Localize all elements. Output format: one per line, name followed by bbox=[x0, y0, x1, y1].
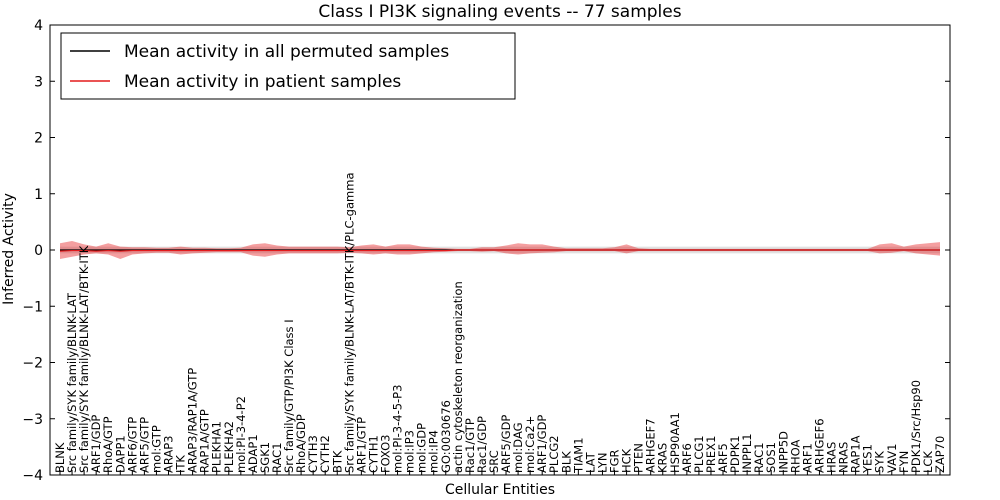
x-tick-label: ARHGEF6 bbox=[812, 418, 826, 473]
x-tick-label: mol:DAG bbox=[511, 422, 525, 473]
line-series-2 bbox=[59, 249, 940, 252]
x-tick-label: Rac1/GTP bbox=[463, 418, 477, 473]
y-tick-label: 0 bbox=[34, 243, 43, 259]
y-tick-label: −4 bbox=[22, 468, 43, 484]
x-tick-label: NRAS bbox=[837, 442, 851, 473]
x-tick-label: HCK bbox=[620, 448, 634, 473]
y-axis-ticks: −4 −3 −2 −1 0 1 2 3 4 bbox=[22, 18, 950, 484]
x-tick-label: Src family/SYK family/BLNK-LAT bbox=[65, 292, 79, 473]
y-tick-label: 3 bbox=[34, 74, 43, 90]
x-tick-label: RHOA bbox=[788, 440, 802, 473]
x-tick-label: BLNK bbox=[53, 442, 67, 473]
x-tick-label: PLCG2 bbox=[547, 435, 561, 473]
x-tick-label: mol:PI-3-4-5-P3 bbox=[391, 385, 405, 473]
x-tick-label: mol:Ca2+ bbox=[523, 416, 537, 473]
x-tick-label: SGK1 bbox=[258, 442, 272, 473]
x-tick-label: ARF6/GTP bbox=[125, 417, 139, 473]
y-tick-label: −2 bbox=[22, 356, 43, 372]
x-tick-label: INPPL1 bbox=[740, 433, 754, 473]
y-axis-label: Inferred Activity bbox=[1, 193, 17, 305]
x-tick-label: LCK bbox=[921, 451, 935, 473]
x-tick-label: PDPK1 bbox=[728, 435, 742, 473]
x-tick-label: ARF5 bbox=[716, 443, 730, 473]
x-tick-label: mol:GDP bbox=[415, 423, 429, 473]
x-tick-label: ARAP3/RAP1A/GTP bbox=[186, 368, 200, 473]
x-tick-label: ARAP3 bbox=[161, 435, 175, 473]
x-tick-label: ARF5/GDP bbox=[499, 415, 513, 473]
x-tick-label: SRC bbox=[487, 450, 501, 473]
x-tick-label: INPP5D bbox=[776, 431, 790, 473]
x-tick-label: PTEN bbox=[632, 443, 646, 473]
x-tick-label: Rac1/GDP bbox=[475, 416, 489, 473]
x-tick-label: FOXO3 bbox=[378, 435, 392, 473]
x-tick-label: RAC1 bbox=[752, 442, 766, 473]
x-tick-label: PDK1/Src/Hsp90 bbox=[909, 380, 923, 473]
legend-label-1: Mean activity in all permuted samples bbox=[124, 42, 449, 62]
y-tick-label: −3 bbox=[22, 412, 43, 428]
legend-box bbox=[60, 32, 516, 100]
x-tick-label: Src family/GTP/PI3K Class I bbox=[282, 319, 296, 473]
x-tick-label: SYK bbox=[873, 451, 887, 473]
chart-title: Class I PI3K signaling events -- 77 samp… bbox=[318, 2, 681, 22]
x-tick-label: CYTH2 bbox=[318, 435, 332, 473]
x-tick-label: FYN bbox=[897, 451, 911, 473]
x-tick-label: RAP1A/GTP bbox=[198, 409, 212, 473]
x-tick-label: RAC1 bbox=[270, 442, 284, 473]
x-tick-label: ADAP1 bbox=[246, 434, 260, 473]
x-tick-label: mol:IP4 bbox=[427, 430, 441, 473]
x-tick-label: Src family/SYK family/BLNK-LAT/BTK-ITK bbox=[77, 245, 91, 473]
x-tick-label: PREX1 bbox=[704, 436, 718, 473]
legend-label-2: Mean activity in patient samples bbox=[124, 72, 401, 92]
x-tick-label: mol:IP3 bbox=[403, 430, 417, 473]
x-tick-label: KRAS bbox=[656, 443, 670, 473]
y-tick-label: 4 bbox=[34, 18, 43, 34]
x-tick-label: mol:PI-3-4-P2 bbox=[234, 396, 248, 473]
series-lines bbox=[59, 249, 940, 252]
x-tick-label: Src family/SYK family/BLNK-LAT/BTK-ITK/P… bbox=[342, 173, 356, 474]
x-tick-label: ARHGEF7 bbox=[644, 418, 658, 473]
x-tick-label: TIAM1 bbox=[571, 437, 585, 474]
x-tick-label: ITK bbox=[174, 455, 188, 473]
x-tick-label: HRAS bbox=[825, 442, 839, 473]
x-tick-label: ARF1/GDP bbox=[89, 415, 103, 473]
x-tick-label: mol:GTP bbox=[149, 425, 163, 473]
plot-frame bbox=[49, 24, 951, 476]
y-tick-label: −1 bbox=[22, 299, 43, 315]
x-tick-label: CYTH3 bbox=[306, 435, 320, 473]
x-tick-label: ARF1/GDP bbox=[535, 415, 549, 473]
x-tick-label: PLEKHA2 bbox=[222, 421, 236, 473]
y-tick-label: 1 bbox=[34, 187, 43, 203]
x-tick-label: HSP90AA1 bbox=[668, 412, 682, 473]
x-tick-label: PLEKHA1 bbox=[210, 421, 224, 473]
x-tick-label: DAPP1 bbox=[113, 435, 127, 473]
x-tick-label: ARF6 bbox=[680, 443, 694, 473]
x-tick-label: CYTH1 bbox=[366, 435, 380, 473]
x-tick-label: SOS1 bbox=[764, 442, 778, 473]
x-tick-label: actin cytoskeleton reorganization bbox=[451, 281, 465, 473]
x-axis-label: Cellular Entities bbox=[445, 482, 555, 498]
x-tick-label: RAP1A bbox=[849, 435, 863, 473]
y-tick-label: 2 bbox=[34, 131, 43, 147]
x-tick-label: LAT bbox=[583, 451, 597, 473]
x-tick-label: BLK bbox=[559, 451, 573, 473]
legend: Mean activity in all permuted samples Mea… bbox=[60, 32, 516, 100]
x-tick-label: ZAP70 bbox=[933, 436, 947, 473]
x-tick-label: GO:0030676 bbox=[439, 400, 453, 473]
x-tick-label: RhoA/GDP bbox=[294, 414, 308, 473]
x-tick-label: VAV1 bbox=[885, 444, 899, 473]
x-tick-label: YES1 bbox=[861, 444, 875, 474]
x-tick-label: BTK bbox=[330, 450, 344, 473]
x-tick-label: ARF1 bbox=[800, 443, 814, 473]
x-tick-label: PLCG1 bbox=[692, 435, 706, 473]
x-tick-label: RhoA/GTP bbox=[101, 416, 115, 473]
x-tick-label: ARF5/GTP bbox=[137, 417, 151, 473]
x-tick-label: LYN bbox=[595, 452, 609, 473]
x-tick-label: ARF1/GTP bbox=[354, 417, 368, 473]
x-tick-label: FGR bbox=[608, 449, 622, 473]
